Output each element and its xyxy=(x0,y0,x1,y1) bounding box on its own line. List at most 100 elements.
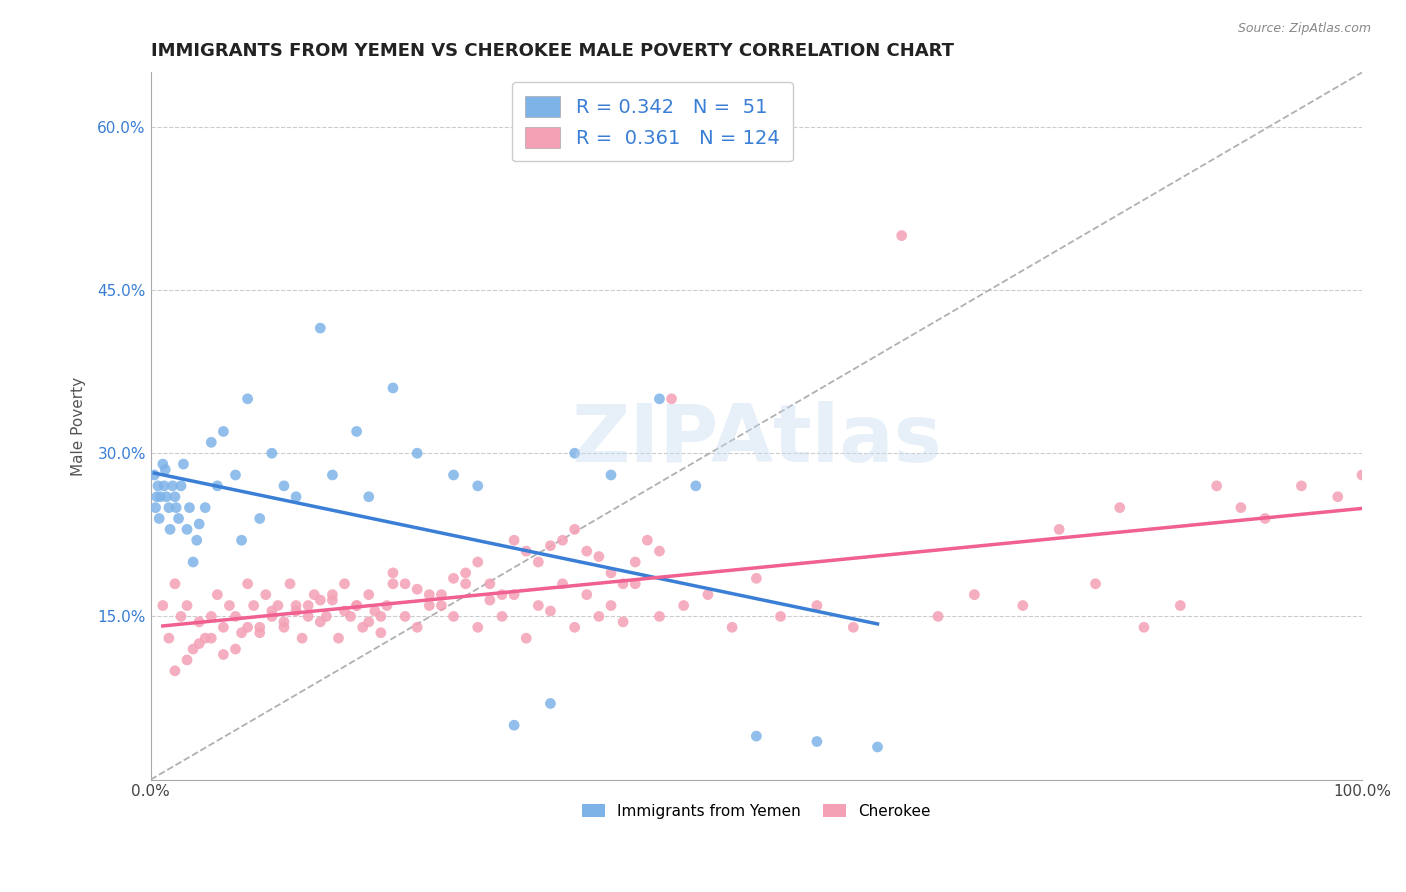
Point xyxy=(188,516,211,531)
Point xyxy=(224,467,246,482)
Point xyxy=(297,609,319,624)
Point xyxy=(491,609,513,624)
Point xyxy=(321,467,343,482)
Legend: Immigrants from Yemen, Cherokee: Immigrants from Yemen, Cherokee xyxy=(575,797,938,825)
Point xyxy=(430,588,453,602)
Point xyxy=(315,609,337,624)
Point xyxy=(165,500,187,515)
Point xyxy=(218,599,240,613)
Point xyxy=(381,381,404,395)
Point xyxy=(612,615,634,629)
Point xyxy=(297,599,319,613)
Point xyxy=(212,425,235,439)
Point xyxy=(1108,500,1130,515)
Point xyxy=(588,549,610,564)
Point xyxy=(181,642,204,657)
Point xyxy=(515,631,537,645)
Point xyxy=(273,615,295,629)
Y-axis label: Male Poverty: Male Poverty xyxy=(72,376,86,475)
Point xyxy=(339,609,361,624)
Point xyxy=(333,576,356,591)
Text: ZIPAtlas: ZIPAtlas xyxy=(571,401,942,479)
Point xyxy=(357,588,380,602)
Point xyxy=(149,490,172,504)
Point xyxy=(260,604,283,618)
Point xyxy=(302,588,325,602)
Point xyxy=(467,479,489,493)
Point xyxy=(163,664,186,678)
Text: Source: ZipAtlas.com: Source: ZipAtlas.com xyxy=(1237,22,1371,36)
Point xyxy=(176,599,198,613)
Point xyxy=(224,642,246,657)
Point xyxy=(1351,467,1374,482)
Point xyxy=(200,631,222,645)
Point xyxy=(454,576,477,591)
Point xyxy=(143,467,166,482)
Point xyxy=(273,620,295,634)
Point xyxy=(443,609,465,624)
Point xyxy=(375,599,398,613)
Point xyxy=(600,599,623,613)
Point xyxy=(163,490,186,504)
Point xyxy=(346,599,368,613)
Point xyxy=(260,446,283,460)
Point xyxy=(1084,576,1107,591)
Point xyxy=(346,599,368,613)
Point xyxy=(551,533,574,548)
Point xyxy=(588,609,610,624)
Point xyxy=(394,609,416,624)
Point xyxy=(207,588,229,602)
Point xyxy=(503,588,526,602)
Point xyxy=(661,392,683,406)
Point xyxy=(153,479,176,493)
Point xyxy=(170,479,193,493)
Point xyxy=(181,555,204,569)
Point xyxy=(527,599,550,613)
Point xyxy=(167,511,190,525)
Point xyxy=(551,576,574,591)
Point xyxy=(721,620,744,634)
Point xyxy=(273,479,295,493)
Point xyxy=(1205,479,1227,493)
Point xyxy=(231,533,253,548)
Point xyxy=(321,588,343,602)
Point xyxy=(200,435,222,450)
Point xyxy=(443,467,465,482)
Point xyxy=(309,615,332,629)
Point xyxy=(188,637,211,651)
Point xyxy=(155,490,177,504)
Point xyxy=(503,533,526,548)
Point xyxy=(467,620,489,634)
Point xyxy=(515,544,537,558)
Point xyxy=(538,604,561,618)
Point xyxy=(157,500,180,515)
Point xyxy=(179,500,201,515)
Point xyxy=(769,609,792,624)
Point xyxy=(194,631,217,645)
Point xyxy=(1326,490,1348,504)
Point xyxy=(636,533,658,548)
Point xyxy=(406,446,429,460)
Point xyxy=(527,555,550,569)
Point xyxy=(1047,522,1070,536)
Point xyxy=(394,576,416,591)
Point xyxy=(842,620,865,634)
Point xyxy=(406,582,429,597)
Point xyxy=(418,588,440,602)
Point xyxy=(370,609,392,624)
Point xyxy=(381,576,404,591)
Point xyxy=(236,392,259,406)
Point xyxy=(159,522,181,536)
Point xyxy=(624,576,647,591)
Point xyxy=(249,620,271,634)
Point xyxy=(285,599,308,613)
Point xyxy=(162,479,184,493)
Point xyxy=(186,533,208,548)
Point xyxy=(285,604,308,618)
Point xyxy=(357,615,380,629)
Point xyxy=(309,593,332,607)
Point xyxy=(291,631,314,645)
Point xyxy=(145,500,167,515)
Point xyxy=(321,593,343,607)
Point xyxy=(364,604,387,618)
